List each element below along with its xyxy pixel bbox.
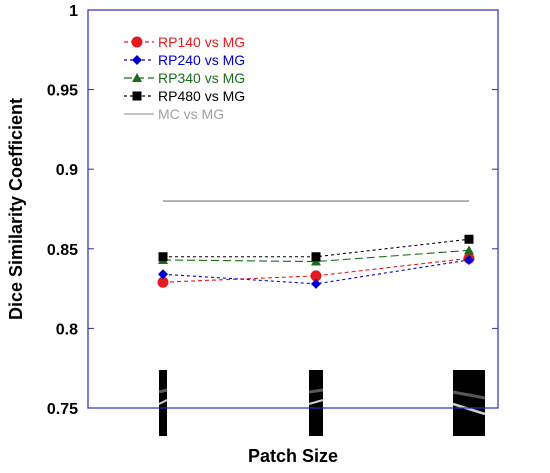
patch-images <box>158 370 486 436</box>
data-point-marker <box>464 245 474 255</box>
legend-entry-2: RP240 vs MG <box>124 52 245 68</box>
data-point-marker <box>132 73 142 82</box>
y-tick-label: 0.85 <box>47 242 78 259</box>
data-point-marker <box>132 55 142 65</box>
patch-image-highlight <box>158 399 168 405</box>
patch-image-1 <box>158 370 168 436</box>
legend-label: RP480 vs MG <box>158 88 245 104</box>
patch-image-shade <box>308 388 324 394</box>
legend-label: MC vs MG <box>158 106 224 122</box>
legend-entry-3: RP340 vs MG <box>124 70 245 86</box>
legend-label: RP140 vs MG <box>158 34 245 50</box>
data-point-marker <box>464 254 474 265</box>
y-axis-ticks: 0.75 0.8 0.85 0.9 0.95 1 <box>47 3 498 418</box>
y-axis-label: Dice Similarity Coefficient <box>6 98 26 320</box>
series-layer <box>157 200 475 289</box>
series-line <box>162 257 470 283</box>
patch-image-shade <box>158 388 168 394</box>
patch-image-fill <box>453 370 485 436</box>
legend-entry-5: MC vs MG <box>124 106 224 122</box>
data-point-marker <box>158 269 168 280</box>
y-tick-label: 0.8 <box>56 321 78 338</box>
x-axis-label: Patch Size <box>248 446 338 466</box>
data-point-marker <box>131 36 143 48</box>
data-point-marker <box>310 270 322 282</box>
y-tick-label: 1 <box>69 3 78 20</box>
y-tick-label: 0.95 <box>47 83 78 100</box>
patch-image-2 <box>308 370 324 436</box>
patch-image-highlight <box>452 402 486 416</box>
data-point-marker <box>311 278 321 289</box>
patch-image-highlight <box>308 399 324 405</box>
data-point-marker <box>311 252 321 262</box>
patch-image-3 <box>452 370 486 436</box>
legend-label: RP240 vs MG <box>158 52 245 68</box>
data-point-marker <box>158 252 168 262</box>
legend: RP140 vs MG RP240 vs MG RP340 vs MG RP480 v… <box>124 34 245 122</box>
legend-entry-1: RP140 vs MG <box>124 34 245 50</box>
data-point-marker <box>464 234 474 244</box>
y-tick-label: 0.75 <box>47 401 78 418</box>
legend-label: RP340 vs MG <box>158 70 245 86</box>
plot-frame <box>87 9 499 409</box>
series-4 <box>158 234 474 262</box>
patch-image-shade <box>452 390 486 400</box>
data-point-marker <box>157 276 169 288</box>
series-line <box>162 249 470 263</box>
series-2 <box>158 254 474 289</box>
y-tick-label: 0.9 <box>56 162 78 179</box>
legend-entry-4: RP480 vs MG <box>124 88 245 104</box>
data-point-marker <box>132 91 142 101</box>
